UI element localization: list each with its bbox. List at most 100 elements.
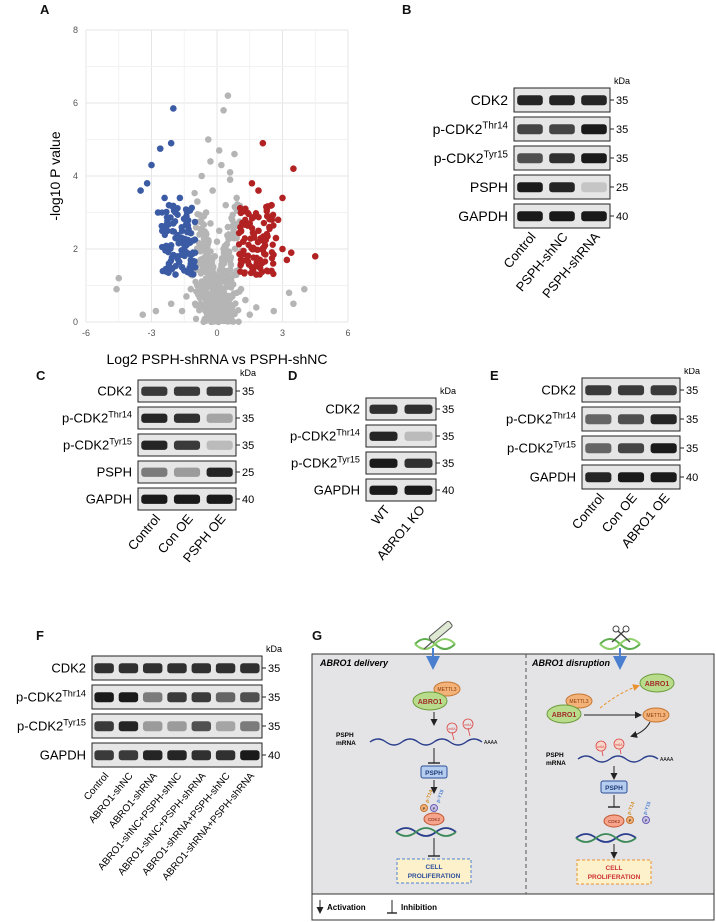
scissors-icon [611, 625, 631, 643]
blot-band [369, 431, 398, 441]
abro1-right-free-label: ABRO1 [645, 681, 670, 688]
point-ns [213, 238, 221, 245]
row-label: CDK2 [541, 383, 576, 398]
point-up [264, 233, 271, 240]
dissociate-arrow [599, 684, 640, 709]
point-up [279, 194, 286, 202]
point-ns [231, 271, 238, 278]
western-blot-c: kDa CDK2 35 p-CDK2Thr14 35 p-CDK2Tyr15 35 PSPH 2… [62, 368, 256, 565]
point-ns [218, 263, 225, 271]
row-label: p-CDK2Thr14 [433, 120, 509, 137]
point-ns [200, 212, 208, 220]
blot-band [240, 692, 260, 703]
point-ns [270, 307, 278, 315]
blot-band [141, 494, 168, 504]
y-axis-label: -log10 P value [47, 131, 63, 220]
cdk2-right [603, 814, 625, 828]
panel-a: A -6 -3 0 3 6 0 2 4 6 8 Log2 PSPH-shRNA vs PSPH-sh… [0, 0, 380, 380]
point-ns [192, 224, 200, 231]
blot-band [517, 124, 543, 135]
point-down [175, 239, 182, 247]
blot-band [143, 750, 163, 761]
point-up [237, 228, 245, 235]
mw-label: 40 [616, 211, 628, 223]
point-up [248, 180, 256, 187]
blot-band [141, 386, 168, 396]
blot-band [369, 485, 398, 495]
cdk2-left [423, 812, 445, 826]
point-down [180, 215, 188, 223]
point-down [174, 211, 181, 218]
point-up [274, 216, 282, 224]
point-up [252, 210, 260, 217]
point-ns [183, 293, 190, 300]
point-ns [192, 315, 200, 323]
point-ns [202, 229, 210, 237]
blot-band [404, 458, 433, 468]
point-ns [208, 289, 215, 297]
kda-label: kDa [440, 386, 456, 396]
panel-b: B kDa CDK2 35 p-CDK2Thr14 35 p-CDK2Tyr15 35 PSP… [400, 0, 716, 310]
point-up [263, 206, 271, 213]
dna-icon-right [599, 638, 641, 650]
point-ns [194, 210, 201, 218]
m6a-marks-right: m6A m6A [595, 738, 625, 757]
blot-band [143, 721, 163, 732]
blot-band [118, 750, 139, 761]
point-up [268, 249, 276, 256]
point-ns [204, 260, 212, 267]
row-label: p-CDK2Thr14 [16, 688, 86, 704]
point-ns [222, 201, 230, 209]
point-down [168, 254, 176, 261]
point-up [283, 256, 291, 264]
point-down [172, 271, 179, 278]
mettl3-right-free [642, 707, 670, 723]
y15-right: p-Y15 [642, 801, 652, 816]
point-ns [187, 285, 195, 293]
blot-band [94, 692, 114, 703]
svg-text:m6A: m6A [464, 723, 472, 727]
point-up [269, 241, 276, 248]
point-down [190, 271, 197, 278]
blot-band [517, 153, 543, 164]
point-up [256, 271, 264, 278]
x-tick-label: -3 [147, 328, 155, 338]
point-down [156, 145, 164, 152]
point-ns [209, 274, 216, 282]
panel-c: C kDa CDK2 35 p-CDK2Thr14 35 p-CDK2Tyr15 35 PSP… [30, 368, 280, 608]
cdk2-right-label: CDK2 [608, 819, 621, 824]
row-label: p-CDK2Tyr15 [507, 439, 576, 455]
blot-band [141, 440, 168, 450]
blot-band [581, 153, 607, 164]
p-left-1-label: P [423, 806, 426, 811]
point-down [174, 255, 181, 263]
blot-band [549, 124, 575, 135]
blot-band [173, 467, 201, 477]
point-ns [224, 278, 232, 286]
panel-f: F kDa CDK2 35 p-CDK2Thr14 35 p-CDK2Tyr15 35 GAP… [0, 620, 300, 920]
p-left-2 [430, 804, 438, 812]
blot-band [581, 182, 607, 193]
point-ns [115, 274, 123, 282]
mw-label: 35 [268, 663, 280, 675]
abro1-right-bound-label: ABRO1 [552, 712, 577, 719]
p-left-1 [420, 804, 428, 812]
point-down [158, 227, 166, 235]
point-ns [218, 307, 225, 315]
blot-band [617, 385, 645, 396]
blot-band [191, 721, 211, 732]
blot-band [650, 385, 677, 396]
polya-left: AAAA [484, 740, 498, 746]
point-ns [242, 296, 249, 304]
point-up [269, 260, 277, 267]
point-ns [226, 176, 234, 183]
point-up [263, 267, 271, 274]
row-label: PSPH [470, 179, 508, 195]
point-ns [200, 242, 208, 249]
point-down [148, 161, 155, 169]
p-right-1-label: P [629, 818, 632, 823]
x-tick-label: 6 [345, 328, 350, 338]
psph-mrna-right-label-1: PSPH [546, 752, 564, 759]
row-label: CDK2 [51, 661, 86, 676]
blot-band [517, 182, 543, 193]
